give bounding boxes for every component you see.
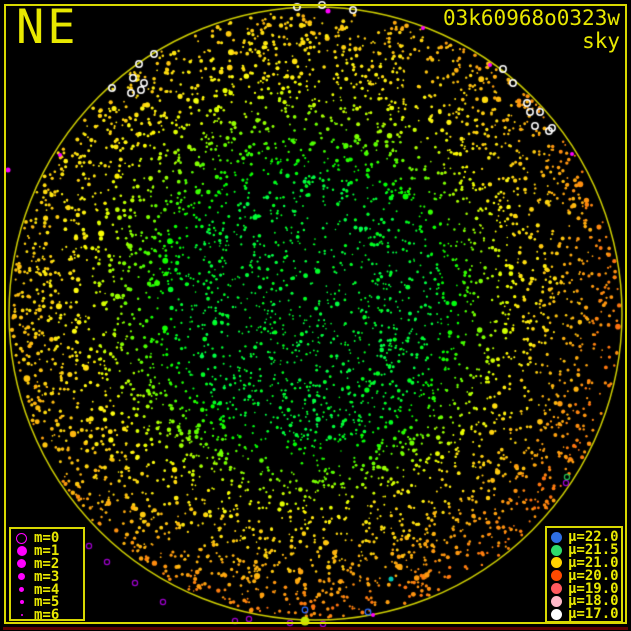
legend-m-row: m=6 — [15, 607, 80, 624]
legend-mu-label: μ=21.0 — [568, 554, 619, 571]
legend-m-row: m=1 — [15, 543, 80, 560]
plot-title: 03k60968o0323w — [442, 6, 620, 30]
legend-m-label: m=3 — [34, 568, 60, 585]
surface-brightness-marker-icon — [551, 544, 562, 556]
magnitude-marker-icon — [15, 614, 28, 617]
surface-brightness-marker-icon — [551, 531, 562, 543]
legend-m-row: m=4 — [15, 581, 80, 598]
legend-m-rows: m=0 m=1 m=2 m=3 m=4 m=5 m=6 — [15, 530, 80, 624]
legend-mu-row: μ=22.0 — [551, 529, 619, 546]
plot-subtitle: sky — [582, 29, 620, 53]
magnitude-marker-icon — [15, 587, 28, 593]
legend-mu-row: μ=19.0 — [551, 580, 619, 597]
magnitude-marker-icon — [15, 546, 28, 557]
magnitude-marker-icon — [15, 559, 28, 569]
legend-m-label: m=1 — [34, 543, 60, 560]
legend-mu-row: μ=20.0 — [551, 567, 619, 584]
legend-mu-label: μ=21.5 — [568, 542, 619, 559]
legend-mu-label: μ=17.0 — [568, 606, 619, 623]
legend-mu-rows: μ=22.0 μ=21.5 μ=21.0 μ=20.0 μ=19.0 μ=18.0 μ=17… — [551, 529, 619, 623]
legend-m-row: m=3 — [15, 568, 80, 585]
magnitude-marker-icon — [15, 532, 28, 544]
legend-m-label: m=0 — [34, 530, 60, 547]
legend-m-label: m=5 — [34, 594, 60, 611]
magnitude-legend: m=0 m=1 m=2 m=3 m=4 m=5 m=6 — [9, 527, 85, 624]
legend-m-label: m=6 — [34, 607, 60, 624]
surface-brightness-marker-icon — [551, 583, 562, 595]
surface-brightness-legend: μ=22.0 μ=21.5 μ=21.0 μ=20.0 μ=19.0 μ=18.0 μ=17… — [545, 526, 623, 623]
legend-mu-row: μ=21.0 — [551, 554, 619, 571]
legend-mu-row: μ=21.5 — [551, 542, 619, 559]
legend-m-row: m=2 — [15, 555, 80, 572]
legend-m-label: m=4 — [34, 581, 60, 598]
legend-mu-row: μ=17.0 — [551, 606, 619, 623]
magnitude-marker-icon — [15, 573, 28, 581]
legend-mu-label: μ=18.0 — [568, 593, 619, 610]
legend-m-row: m=5 — [15, 594, 80, 611]
legend-mu-label: μ=20.0 — [568, 567, 619, 584]
surface-brightness-marker-icon — [551, 570, 562, 582]
surface-brightness-marker-icon — [551, 595, 562, 607]
surface-brightness-marker-icon — [551, 608, 562, 620]
orientation-label: NE — [16, 0, 79, 55]
surface-brightness-marker-icon — [551, 557, 562, 569]
legend-mu-label: μ=19.0 — [568, 580, 619, 597]
legend-m-row: m=0 — [15, 530, 80, 547]
legend-m-label: m=2 — [34, 555, 60, 572]
bottom-red-line — [3, 627, 628, 630]
magnitude-marker-icon — [15, 600, 28, 605]
legend-mu-row: μ=18.0 — [551, 593, 619, 610]
legend-mu-label: μ=22.0 — [568, 529, 619, 546]
